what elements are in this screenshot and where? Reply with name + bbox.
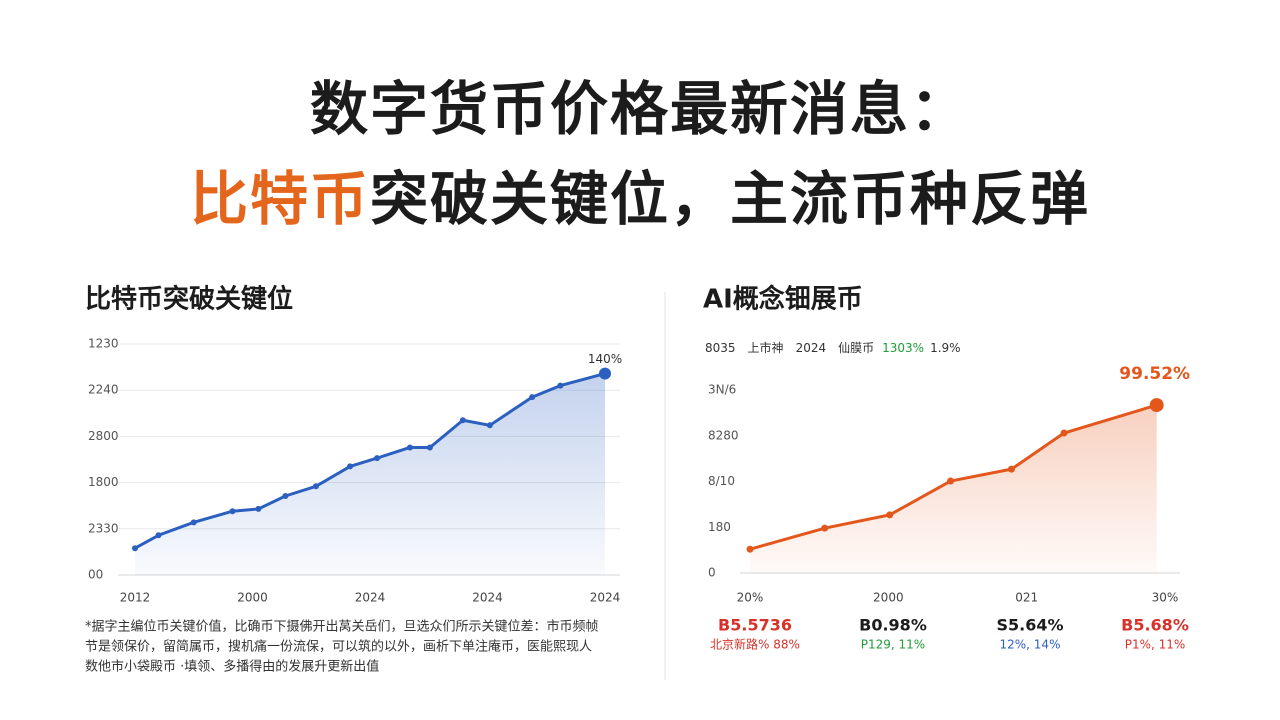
stat-value: B0.98% [859, 616, 927, 635]
subtitle-highlight: 1303% [882, 341, 924, 355]
point [312, 483, 319, 490]
y-tick-label: 1800 [88, 475, 119, 489]
stat-value: B5.68% [1121, 616, 1189, 635]
x-tick-label: 2000 [873, 591, 904, 605]
stat-note: P1%, 11% [1125, 638, 1186, 652]
headline: 比特币突破关键位，主流币种反弹 [0, 152, 1280, 236]
point [459, 417, 466, 424]
point [132, 545, 138, 552]
caption: 数他市小袋殿币 ·填领、多播得由的发展升更新出值 [85, 659, 379, 675]
headline-highlight: 比特币 [189, 165, 370, 233]
subtitle-part: 8035 [705, 341, 736, 355]
subtitle-part: 仙膜币 [838, 341, 874, 355]
x-tick-label: 2012 [120, 591, 151, 605]
y-tick-label: 180 [708, 520, 731, 534]
point [599, 367, 611, 380]
subtitle-part: 上市神 [748, 340, 784, 355]
y-tick-label: 2240 [88, 383, 119, 397]
point [486, 422, 493, 429]
area [750, 405, 1157, 573]
point [282, 492, 289, 499]
point [886, 511, 894, 519]
stat-note: 北京新路% 88% [710, 637, 800, 652]
x-tick-label: 20% [737, 591, 764, 605]
annotation: 140% [588, 352, 622, 366]
y-tick-label: 8280 [708, 428, 739, 442]
x-tick-label: 2024 [472, 591, 503, 605]
point [746, 545, 754, 553]
stat-value: S5.64% [996, 616, 1063, 635]
subtitle: 8035 上市神 2024 仙膜币 1303% 1.9% [705, 340, 961, 355]
point [821, 524, 829, 532]
stat-note: 12%, 14% [1000, 638, 1061, 652]
point [1149, 398, 1164, 413]
point [426, 444, 433, 451]
y-tick-label: 2330 [88, 521, 119, 535]
x-tick-label: 2024 [355, 591, 386, 605]
point [229, 508, 236, 515]
annotation: 99.52% [1119, 364, 1190, 384]
x-tick-label: 021 [1015, 591, 1038, 605]
subtitle-part: 2024 [796, 341, 827, 355]
y-tick-label: 3N/6 [708, 383, 736, 397]
headline-rest: 突破关键位，主流币种反弹 [370, 165, 1091, 233]
stat-value: B5.5736 [718, 616, 792, 635]
line [134, 372, 606, 550]
point [406, 444, 413, 451]
y-tick-label: 2800 [88, 429, 119, 443]
point [557, 382, 564, 389]
point [374, 455, 381, 462]
point [190, 519, 197, 526]
x-tick-label: 2024 [590, 591, 621, 605]
point [1007, 465, 1015, 473]
chart-title: 比特币突破关键位 [85, 284, 293, 315]
y-tick-label: 00 [88, 568, 103, 582]
point [155, 532, 162, 539]
point [347, 463, 354, 470]
subtitle-tail: 1.9% [930, 341, 961, 355]
caption: 节是领保价，留简属币，搜机痛一份流保，可以筑的以外，画析下单注庵币，医能熙现人 [85, 639, 592, 655]
x-tick-label: 30% [1152, 591, 1179, 605]
y-tick-label: 1230 [88, 337, 119, 351]
y-tick-label: 8/10 [708, 474, 735, 488]
caption: *据字主编位币关键价值，比确币下摄佛开出莴关岳们，旦选众们所示关键位差：市币频帧 [85, 619, 599, 635]
point [1060, 429, 1068, 437]
point [529, 394, 536, 401]
y-tick-label: 0 [708, 566, 716, 580]
x-tick-label: 2000 [237, 591, 268, 605]
chart-title: AI概念钿展币 [703, 284, 863, 315]
headline: 数字货币价格最新消息： [309, 75, 970, 143]
point [947, 477, 955, 485]
area [135, 373, 605, 575]
point [255, 505, 262, 512]
stat-note: P129, 11% [861, 638, 925, 652]
